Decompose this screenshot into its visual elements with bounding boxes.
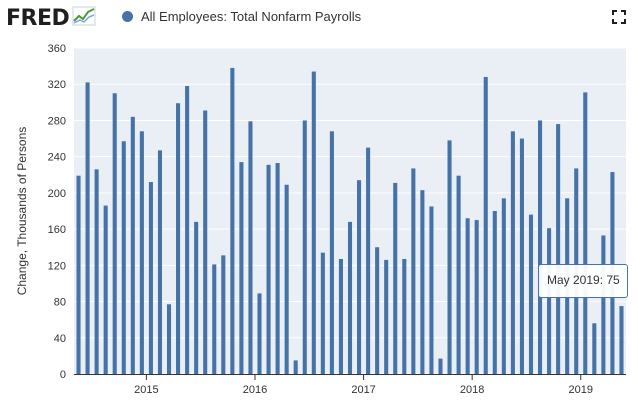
tooltip-date: May 2019 <box>547 273 600 287</box>
bar[interactable] <box>257 293 262 374</box>
fred-logo[interactable]: FRED <box>6 5 96 31</box>
bar[interactable] <box>76 175 81 374</box>
bar[interactable] <box>556 124 561 374</box>
y-tick-label: 200 <box>48 188 66 200</box>
bar[interactable] <box>320 252 325 374</box>
x-tick-label: 2016 <box>243 384 267 396</box>
bar[interactable] <box>402 258 407 374</box>
bar[interactable] <box>429 206 434 374</box>
y-tick-label: 120 <box>48 260 66 272</box>
x-tick-label: 2019 <box>569 384 593 396</box>
bar[interactable] <box>302 120 307 374</box>
bar[interactable] <box>347 221 353 374</box>
bar[interactable] <box>148 182 153 374</box>
chart-header: FRED All Employees: Total Nonfarm Payrol… <box>0 0 638 36</box>
y-tick-label: 280 <box>48 115 66 127</box>
legend-marker <box>122 11 133 22</box>
y-axis-label: Change, Thousands of Persons <box>15 127 29 296</box>
bar[interactable] <box>456 175 461 374</box>
bar[interactable] <box>185 86 190 375</box>
legend-label: All Employees: Total Nonfarm Payrolls <box>141 9 362 24</box>
bar[interactable] <box>510 131 515 374</box>
bar[interactable] <box>329 131 334 374</box>
bar[interactable] <box>366 147 371 374</box>
bar[interactable] <box>194 221 199 374</box>
bar[interactable] <box>438 358 443 374</box>
y-tick-label: 80 <box>54 297 66 309</box>
bar[interactable] <box>619 306 624 374</box>
bars <box>76 67 624 375</box>
gridlines <box>74 47 626 375</box>
x-axis-ticks: 2015 2016 2017 2018 2019 <box>134 374 593 396</box>
bar[interactable] <box>501 198 506 374</box>
bar[interactable] <box>166 304 172 374</box>
bar[interactable] <box>547 228 552 374</box>
fullscreen-icon[interactable] <box>612 10 626 24</box>
bar[interactable] <box>311 71 316 375</box>
bar[interactable] <box>248 121 253 374</box>
bar[interactable] <box>203 110 208 374</box>
legend[interactable]: All Employees: Total Nonfarm Payrolls <box>122 9 361 24</box>
bar[interactable] <box>157 150 163 374</box>
y-tick-label: 40 <box>54 333 66 345</box>
bar[interactable] <box>519 138 524 374</box>
bar[interactable] <box>420 190 425 374</box>
bar[interactable] <box>338 258 343 374</box>
y-tick-label: 160 <box>48 224 66 236</box>
bar[interactable] <box>121 141 126 374</box>
bar[interactable] <box>275 163 280 374</box>
y-tick-label: 240 <box>48 152 66 164</box>
bar[interactable] <box>393 182 398 374</box>
bar[interactable] <box>212 264 217 374</box>
line-graph-icon <box>72 6 96 31</box>
bar[interactable] <box>583 92 588 374</box>
bar[interactable] <box>357 180 362 374</box>
bar[interactable] <box>239 162 244 374</box>
bar[interactable] <box>103 205 108 374</box>
bar[interactable] <box>492 211 497 374</box>
x-tick-label: 2018 <box>460 384 484 396</box>
y-axis-ticks: 0 40 80 120 160 200 240 280 320 360 <box>48 43 66 381</box>
bar[interactable] <box>176 103 181 374</box>
tooltip: May 2019: 75 <box>538 264 628 298</box>
bar[interactable] <box>266 164 271 374</box>
bar[interactable] <box>284 184 289 374</box>
bar[interactable] <box>474 220 479 374</box>
bar[interactable] <box>139 131 144 374</box>
bar[interactable] <box>592 323 597 374</box>
bar[interactable] <box>130 116 135 375</box>
y-tick-label: 320 <box>48 79 66 91</box>
y-tick-label: 360 <box>48 43 66 55</box>
bar[interactable] <box>601 235 606 374</box>
bar[interactable] <box>112 93 117 375</box>
x-tick-label: 2017 <box>351 384 375 396</box>
bar[interactable] <box>384 259 389 374</box>
x-tick-label: 2015 <box>134 384 158 396</box>
bar[interactable] <box>537 120 543 374</box>
logo-text: FRED <box>6 5 70 31</box>
tooltip-value: 75 <box>606 273 620 287</box>
bar[interactable] <box>411 168 416 374</box>
bar[interactable] <box>465 218 470 374</box>
bar[interactable] <box>85 82 90 375</box>
bar[interactable] <box>483 76 488 374</box>
bar[interactable] <box>230 67 235 374</box>
bar[interactable] <box>293 360 298 374</box>
bar[interactable] <box>94 169 99 374</box>
bar[interactable] <box>221 255 226 374</box>
bar[interactable] <box>375 247 380 374</box>
bar[interactable] <box>447 140 452 374</box>
bar[interactable] <box>528 214 534 374</box>
y-tick-label: 0 <box>60 369 66 381</box>
